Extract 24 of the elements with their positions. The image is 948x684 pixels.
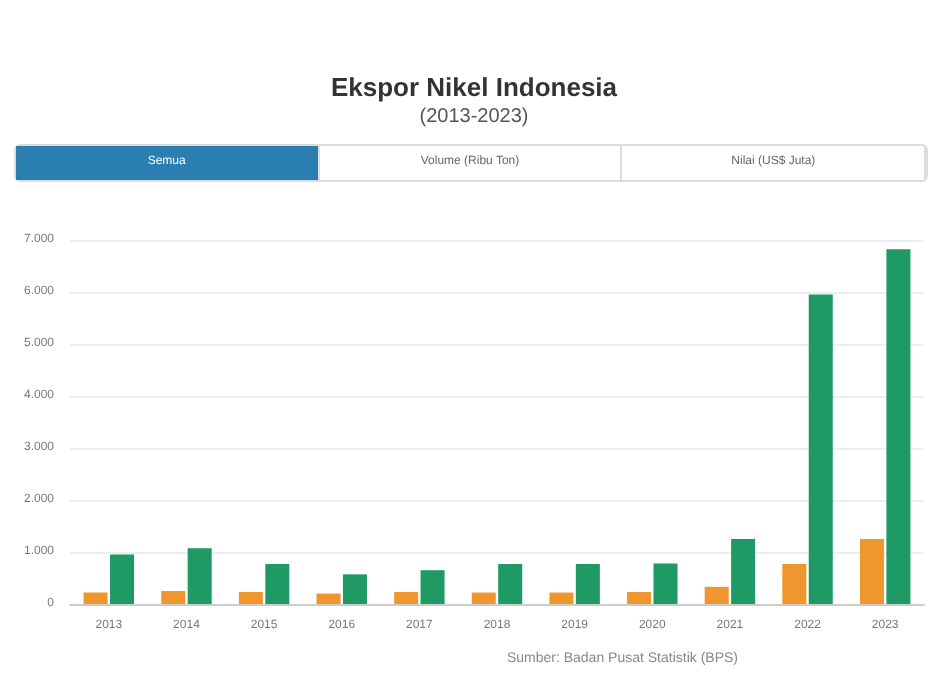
chart-title: Ekspor Nikel Indonesia [328,72,620,102]
bar [704,586,729,604]
bar [420,570,445,604]
bar [859,539,884,604]
bar [161,591,186,604]
bar [498,563,523,604]
bar [782,563,807,604]
bar [316,593,341,604]
bar [549,592,574,604]
bar [653,563,678,604]
bar [238,592,263,604]
bar [265,563,290,604]
chart-subtitle: (2013-2023) [417,106,531,128]
bar [471,592,496,604]
bar [187,548,212,604]
bar [83,592,108,604]
bar [394,592,419,604]
bar [575,563,600,604]
bar [627,592,652,604]
bar [342,574,367,604]
bar [731,539,756,604]
bar [110,554,135,604]
bar [808,294,833,604]
bar [886,249,911,604]
